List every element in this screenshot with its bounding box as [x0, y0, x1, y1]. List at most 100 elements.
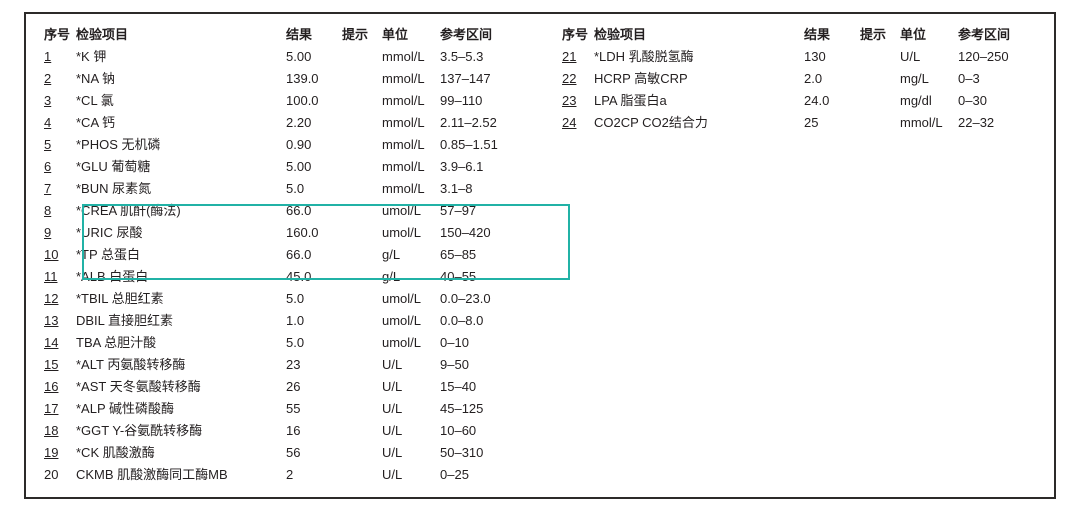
row-result: 130: [804, 46, 860, 68]
row-range: 3.5–5.3: [440, 46, 534, 68]
row-result: 66.0: [286, 244, 342, 266]
table-row: 8*CREA 肌酐(酶法)66.0umol/L57–97: [44, 200, 534, 222]
row-seq: 17: [44, 398, 76, 420]
header-unit: 单位: [382, 24, 440, 46]
row-range: 120–250: [958, 46, 1052, 68]
row-result: 5.00: [286, 46, 342, 68]
row-range: 0–3: [958, 68, 1052, 90]
row-seq: 2: [44, 68, 76, 90]
row-item: TBA 总胆汁酸: [76, 332, 286, 354]
row-item: *GLU 葡萄糖: [76, 156, 286, 178]
row-range: 0.0–8.0: [440, 310, 534, 332]
row-item: *TP 总蛋白: [76, 244, 286, 266]
row-item: *LDH 乳酸脱氢酶: [594, 46, 804, 68]
row-result: 2.0: [804, 68, 860, 90]
left-rows-container: 1*K 钾5.00mmol/L3.5–5.32*NA 钠139.0mmol/L1…: [44, 46, 534, 486]
row-seq: 23: [562, 90, 594, 112]
row-unit: U/L: [382, 398, 440, 420]
row-result: 1.0: [286, 310, 342, 332]
row-range: 99–110: [440, 90, 534, 112]
row-range: 45–125: [440, 398, 534, 420]
row-item: *K 钾: [76, 46, 286, 68]
table-row: 6*GLU 葡萄糖5.00mmol/L3.9–6.1: [44, 156, 534, 178]
table-row: 3*CL 氯100.0mmol/L99–110: [44, 90, 534, 112]
row-unit: U/L: [382, 420, 440, 442]
row-item: LPA 脂蛋白a: [594, 90, 804, 112]
row-seq: 15: [44, 354, 76, 376]
row-item: *CA 钙: [76, 112, 286, 134]
row-unit: umol/L: [382, 200, 440, 222]
row-result: 0.90: [286, 134, 342, 156]
table-row: 1*K 钾5.00mmol/L3.5–5.3: [44, 46, 534, 68]
row-result: 23: [286, 354, 342, 376]
table-row: 7*BUN 尿素氮5.0mmol/L3.1–8: [44, 178, 534, 200]
row-range: 137–147: [440, 68, 534, 90]
row-seq: 18: [44, 420, 76, 442]
row-result: 5.0: [286, 332, 342, 354]
row-unit: mmol/L: [382, 178, 440, 200]
table-row: 21*LDH 乳酸脱氢酶130U/L120–250: [562, 46, 1022, 68]
table-row: 14TBA 总胆汁酸5.0umol/L0–10: [44, 332, 534, 354]
row-unit: mmol/L: [382, 112, 440, 134]
row-range: 10–60: [440, 420, 534, 442]
header-range: 参考区间: [440, 24, 534, 46]
right-column: 序号 检验项目 结果 提示 单位 参考区间 21*LDH 乳酸脱氢酶130U/L…: [562, 24, 1022, 493]
row-result: 160.0: [286, 222, 342, 244]
row-unit: U/L: [382, 442, 440, 464]
header-range: 参考区间: [958, 24, 1052, 46]
row-seq: 1: [44, 46, 76, 68]
row-result: 24.0: [804, 90, 860, 112]
table-row: 16*AST 天冬氨酸转移酶26U/L15–40: [44, 376, 534, 398]
row-item: *ALB 白蛋白: [76, 266, 286, 288]
table-row: 11*ALB 白蛋白45.0g/L40–55: [44, 266, 534, 288]
row-unit: mmol/L: [900, 112, 958, 134]
row-unit: U/L: [382, 464, 440, 486]
table-row: 23LPA 脂蛋白a24.0mg/dl0–30: [562, 90, 1022, 112]
header-flag: 提示: [342, 24, 382, 46]
row-unit: g/L: [382, 266, 440, 288]
row-unit: mmol/L: [382, 90, 440, 112]
row-range: 0–25: [440, 464, 534, 486]
header-item: 检验项目: [76, 24, 286, 46]
row-range: 22–32: [958, 112, 1052, 134]
table-row: 24CO2CP CO2结合力25mmol/L22–32: [562, 112, 1022, 134]
table-row: 10*TP 总蛋白66.0 g/L65–85: [44, 244, 534, 266]
row-seq: 22: [562, 68, 594, 90]
row-item: *CK 肌酸激酶: [76, 442, 286, 464]
row-item: HCRP 高敏CRP: [594, 68, 804, 90]
table-row: 13DBIL 直接胆红素1.0umol/L0.0–8.0: [44, 310, 534, 332]
row-unit: U/L: [382, 354, 440, 376]
row-result: 100.0: [286, 90, 342, 112]
row-range: 15–40: [440, 376, 534, 398]
row-item: *BUN 尿素氮: [76, 178, 286, 200]
row-range: 9–50: [440, 354, 534, 376]
row-range: 65–85: [440, 244, 534, 266]
table-row: 18*GGT Y-谷氨酰转移酶16 U/L10–60: [44, 420, 534, 442]
row-item: *ALP 碱性磷酸酶: [76, 398, 286, 420]
row-range: 3.9–6.1: [440, 156, 534, 178]
row-item: CO2CP CO2结合力: [594, 112, 804, 134]
row-range: 50–310: [440, 442, 534, 464]
row-seq: 16: [44, 376, 76, 398]
row-seq: 4: [44, 112, 76, 134]
report-frame: 序号 检验项目 结果 提示 单位 参考区间 1*K 钾5.00mmol/L3.5…: [24, 12, 1056, 499]
row-seq: 20: [44, 464, 76, 486]
row-seq: 8: [44, 200, 76, 222]
row-seq: 21: [562, 46, 594, 68]
row-item: *NA 钠: [76, 68, 286, 90]
row-unit: g/L: [382, 244, 440, 266]
row-range: 40–55: [440, 266, 534, 288]
header-flag: 提示: [860, 24, 900, 46]
table-row: 4*CA 钙2.20mmol/L2.11–2.52: [44, 112, 534, 134]
table-row: 9*URIC 尿酸160.0umol/L150–420: [44, 222, 534, 244]
row-seq: 9: [44, 222, 76, 244]
row-result: 66.0: [286, 200, 342, 222]
row-seq: 19: [44, 442, 76, 464]
row-range: 3.1–8: [440, 178, 534, 200]
row-seq: 6: [44, 156, 76, 178]
header-unit: 单位: [900, 24, 958, 46]
row-seq: 10: [44, 244, 76, 266]
row-result: 16: [286, 420, 342, 442]
row-item: *GGT Y-谷氨酰转移酶: [76, 420, 286, 442]
row-result: 5.0: [286, 288, 342, 310]
